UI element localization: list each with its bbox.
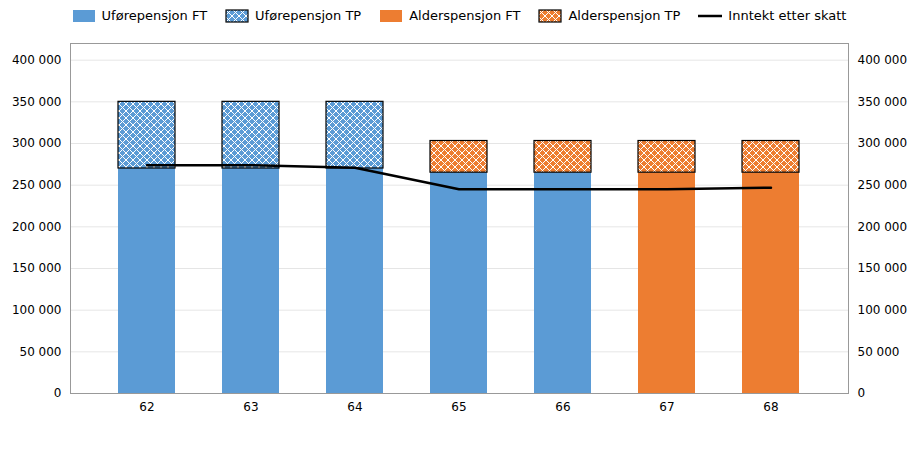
svg-text:100 000: 100 000 [858,303,908,317]
svg-text:350 000: 350 000 [858,95,908,109]
svg-text:0: 0 [858,386,866,400]
svg-text:100 000: 100 000 [12,303,62,317]
svg-text:400 000: 400 000 [858,53,908,67]
svg-text:350 000: 350 000 [12,95,62,109]
svg-text:66: 66 [555,400,570,414]
svg-text:65: 65 [451,400,466,414]
html-text:Alderspensjon TP: Alderspensjon TP [568,8,681,23]
svg-text:150 000: 150 000 [12,261,62,275]
svg-text:50 000: 50 000 [20,345,62,359]
svg-text:250 000: 250 000 [858,178,908,192]
svg-text:50 000: 50 000 [858,345,900,359]
html-text:Inntekt etter skatt: Inntekt etter skatt [728,8,847,23]
svg-text:68: 68 [763,400,778,414]
svg-text:64: 64 [347,400,362,414]
svg-text:200 000: 200 000 [12,220,62,234]
svg-text:63: 63 [243,400,258,414]
svg-text:67: 67 [659,400,674,414]
svg-text:300 000: 300 000 [12,136,62,150]
html-text:Alderspensjon FT: Alderspensjon FT [409,8,521,23]
html-text:Uførepensjon TP: Uførepensjon TP [255,8,362,23]
svg-text:62: 62 [139,400,154,414]
html-text:Uførepensjon FT: Uførepensjon FT [101,8,208,23]
svg-text:250 000: 250 000 [12,178,62,192]
svg-text:150 000: 150 000 [858,261,908,275]
svg-text:400 000: 400 000 [12,53,62,67]
svg-text:300 000: 300 000 [858,136,908,150]
svg-text:0: 0 [54,386,62,400]
svg-text:200 000: 200 000 [858,220,908,234]
